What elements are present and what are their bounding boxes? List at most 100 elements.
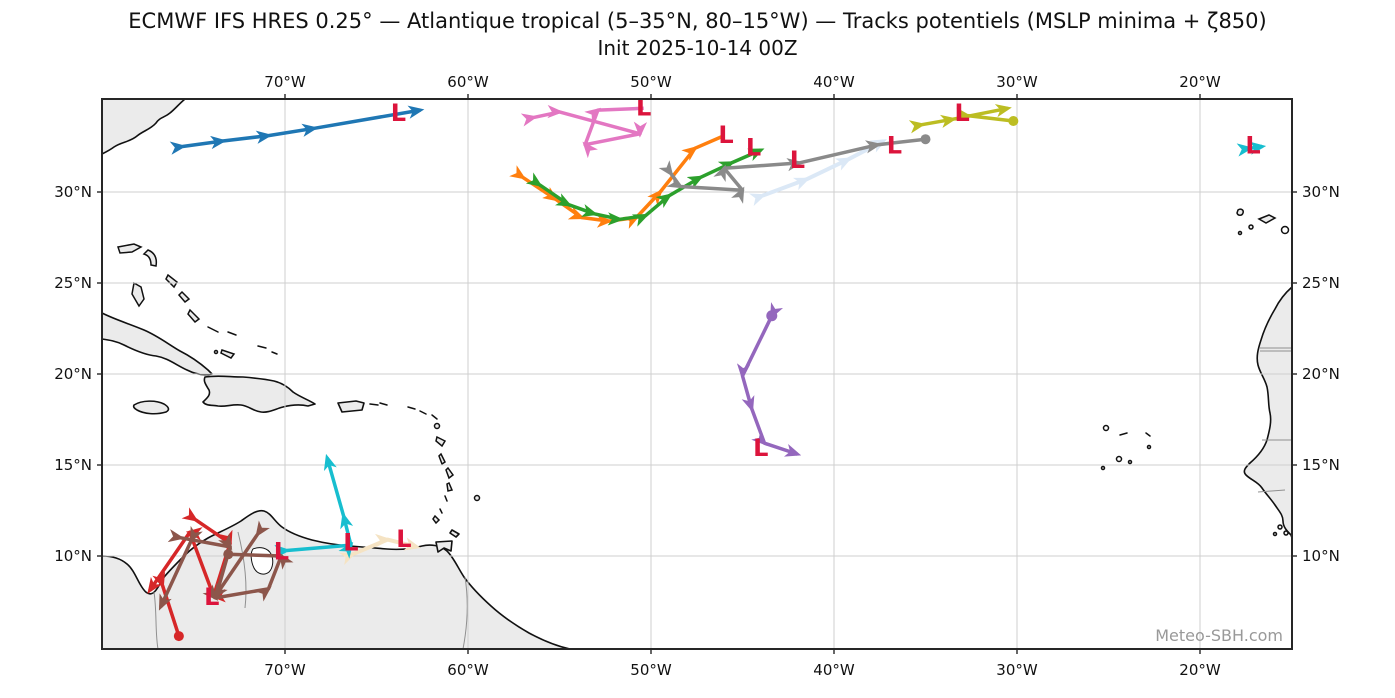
island-great-inagua	[220, 349, 236, 359]
island-abaco	[142, 249, 158, 267]
island-turks	[257, 345, 278, 355]
low-pressure-marker: L	[954, 99, 969, 127]
lon-tick-label-top: 40°W	[813, 73, 855, 91]
lat-tick-label-left: 30°N	[54, 183, 92, 201]
track-brown-end-dot	[223, 549, 234, 560]
island-bijagos-1	[1277, 524, 1283, 530]
lon-tick-label-top: 60°W	[447, 73, 489, 91]
track-orange	[509, 133, 725, 229]
island-grenada	[432, 514, 441, 525]
island-martinique	[445, 466, 455, 480]
landmass-trinidad	[435, 540, 453, 553]
island-st-vincent	[439, 495, 448, 514]
lat-tick-label-right: 15°N	[1302, 456, 1340, 474]
lon-tick-label-bottom: 20°W	[1179, 661, 1221, 679]
lat-tick-label-right: 10°N	[1302, 547, 1340, 565]
low-pressure-marker: L	[746, 134, 761, 162]
landmass-jamaica	[132, 400, 170, 415]
island-cape-verde-3	[1146, 444, 1152, 450]
island-bijagos-3	[1272, 531, 1278, 537]
island-grand-bahama	[117, 243, 143, 254]
landmass-hispaniola	[202, 375, 316, 413]
lon-tick-label-bottom: 70°W	[264, 661, 306, 679]
island-cape-verde-5	[1127, 459, 1133, 465]
island-canary-dot1	[1248, 224, 1254, 230]
island-bijagos-2	[1283, 530, 1289, 536]
track-cyan	[274, 453, 354, 559]
low-pressure-marker: L	[636, 93, 651, 121]
figure-subtitle: Init 2025-10-14 00Z	[597, 36, 798, 60]
island-cape-verde-6	[1100, 465, 1106, 471]
track-red-end-dot	[173, 631, 184, 642]
island-canary-dot2	[1237, 230, 1243, 236]
track-blue	[169, 105, 425, 155]
watermark: Meteo-SBH.com	[1155, 626, 1283, 645]
landmass-us-southeast-coast	[101, 98, 186, 155]
island-cape-verde-4	[1115, 455, 1123, 463]
island-cat	[177, 290, 191, 304]
lon-tick-label-bottom: 30°W	[996, 661, 1038, 679]
track-purple-dot	[766, 310, 778, 322]
island-st-lucia	[446, 481, 454, 492]
lon-tick-label-bottom: 40°W	[813, 661, 855, 679]
lon-tick-label-top: 70°W	[264, 73, 306, 91]
track-gray	[658, 137, 926, 204]
low-pressure-marker: L	[718, 121, 733, 149]
lat-tick-label-right: 25°N	[1302, 274, 1340, 292]
islands-canary	[1236, 208, 1277, 224]
low-pressure-marker: L	[887, 132, 902, 160]
lat-tick-label-right: 20°N	[1302, 365, 1340, 383]
border-gambia	[1257, 489, 1286, 493]
low-pressure-marker: L	[343, 528, 358, 556]
track-gray-end-dot	[920, 134, 931, 145]
low-pressure-marker: L	[790, 146, 805, 174]
island-cape-verde-2	[1119, 432, 1151, 437]
landmass-tobago	[449, 529, 460, 538]
lon-tick-label-top: 30°W	[996, 73, 1038, 91]
track-cyan-east	[1236, 141, 1267, 157]
island-acklins	[207, 326, 219, 333]
track-olive	[908, 104, 1012, 134]
island-dominica	[438, 452, 446, 466]
low-pressure-marker: L	[391, 99, 406, 127]
figure-title: ECMWF IFS HRES 0.25° — Atlantique tropic…	[128, 9, 1267, 33]
island-guadeloupe	[435, 435, 447, 448]
landmass-puerto-rico	[337, 400, 365, 413]
lat-tick-label-right: 30°N	[1302, 183, 1340, 201]
axis-labels-layer: 70°W 70°W 60°W 60°W 50°W 50°W 40°W 40°W 30°W 30°W…	[54, 73, 1340, 679]
lat-tick-label-left: 15°N	[54, 456, 92, 474]
track-olive-end-dot	[1008, 116, 1019, 127]
island-virgin	[369, 402, 388, 406]
low-pressure-marker: L	[204, 583, 219, 611]
axes-frame-layer	[97, 94, 1297, 654]
track-pink	[520, 104, 648, 159]
island-andros	[131, 281, 145, 308]
lon-tick-label-bottom: 60°W	[447, 661, 489, 679]
lon-tick-label-bottom: 50°W	[630, 661, 672, 679]
low-pressure-marker: L	[753, 434, 768, 462]
landmass-africa	[1243, 286, 1293, 539]
small-islands-layer	[117, 208, 1290, 537]
lat-tick-label-left: 20°N	[54, 365, 92, 383]
track-wheat	[339, 533, 421, 565]
low-pressure-marker: L	[1245, 132, 1260, 160]
island-cape-verde-1	[1102, 424, 1110, 432]
island-antigua	[433, 422, 441, 430]
border-wsahara-mauritania	[1260, 347, 1292, 352]
island-barbados	[473, 494, 481, 502]
island-mayaguana	[227, 331, 237, 336]
island-dot	[213, 349, 219, 355]
track-brown	[158, 525, 203, 611]
track-brown	[213, 520, 270, 600]
lon-tick-label-top: 50°W	[630, 73, 672, 91]
lat-tick-label-left: 25°N	[54, 274, 92, 292]
lon-tick-label-top: 20°W	[1179, 73, 1221, 91]
track-green	[525, 148, 765, 227]
lat-tick-label-left: 10°N	[54, 547, 92, 565]
low-pressure-marker: L	[396, 525, 411, 553]
island-long	[187, 308, 201, 324]
island-eleuthera	[165, 273, 178, 289]
